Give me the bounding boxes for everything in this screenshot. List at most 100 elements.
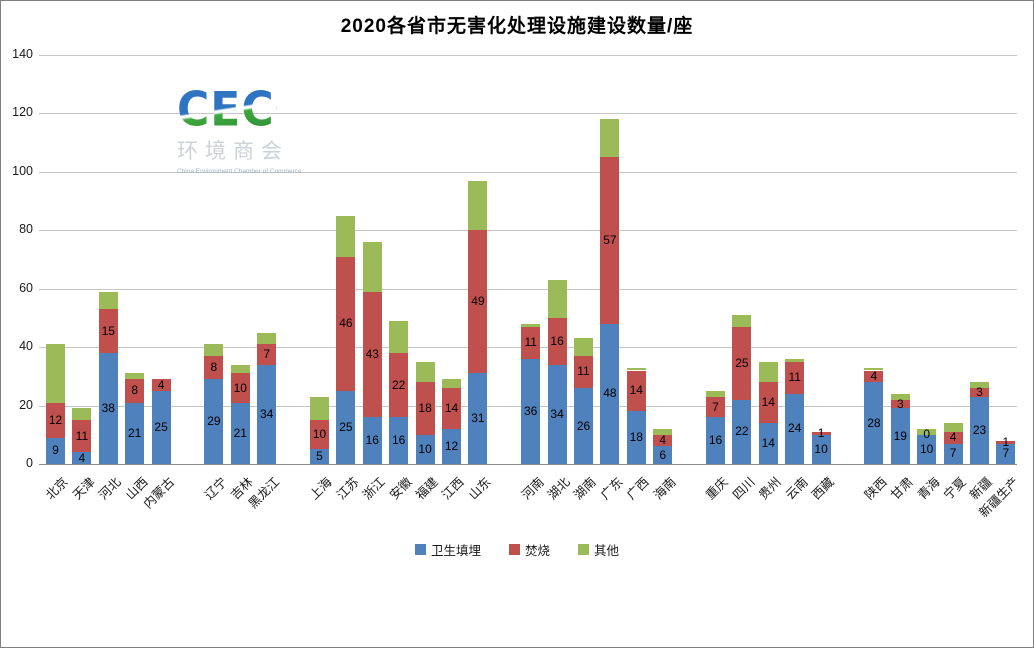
x-axis-category-label: 安徽 bbox=[386, 474, 415, 503]
y-axis-tick-label: 20 bbox=[19, 397, 33, 412]
bar-segment bbox=[732, 326, 752, 400]
bar-value-label: 6 bbox=[659, 447, 667, 462]
x-axis-category-label: 北京 bbox=[43, 474, 72, 503]
bar-segment bbox=[468, 230, 488, 374]
bar-segment bbox=[336, 215, 356, 257]
bar-value-label: 22 bbox=[735, 424, 749, 439]
bar-segment bbox=[442, 388, 461, 429]
bar-segment bbox=[758, 423, 778, 464]
y-axis-tick-label: 60 bbox=[19, 280, 33, 295]
bar-segment bbox=[626, 367, 646, 371]
x-axis-category-label: 山东 bbox=[466, 474, 494, 503]
bar-value-label: 49 bbox=[471, 294, 485, 309]
bar-value-label: 11 bbox=[788, 370, 801, 385]
bar-segment bbox=[574, 338, 593, 356]
bar-value-label: 11 bbox=[524, 335, 537, 350]
bar-segment bbox=[917, 428, 937, 435]
bar-value-label: 21 bbox=[233, 425, 247, 440]
bar-value-label: 12 bbox=[444, 438, 459, 453]
x-axis-category-label: 云南 bbox=[782, 474, 811, 503]
x-axis-category-label: 江西 bbox=[439, 474, 468, 503]
bar-value-label: 9 bbox=[52, 443, 59, 458]
bar-value-label: 4 bbox=[659, 433, 667, 448]
bar-value-label: 19 bbox=[893, 428, 907, 443]
bar-value-label: 14 bbox=[629, 383, 643, 398]
bar-segment bbox=[362, 417, 382, 464]
bar-segment bbox=[547, 364, 567, 464]
x-axis-category-label: 重庆 bbox=[703, 474, 732, 503]
bar-segment bbox=[653, 446, 673, 464]
bar-value-label: 21 bbox=[128, 425, 142, 440]
bar-segment bbox=[970, 396, 989, 464]
bar-segment bbox=[706, 417, 725, 464]
bar-value-label: 46 bbox=[339, 316, 353, 331]
bar-value-label: 16 bbox=[365, 433, 379, 448]
bar-value-label: 15 bbox=[101, 323, 115, 338]
bar-segment bbox=[389, 417, 409, 464]
bar-segment bbox=[151, 390, 171, 464]
bar-value-label: 25 bbox=[154, 419, 168, 434]
bar-segment bbox=[547, 317, 567, 365]
bar-value-label: 34 bbox=[550, 406, 564, 421]
bar-segment bbox=[336, 256, 356, 391]
bar-segment bbox=[758, 382, 778, 424]
bar-value-label: 22 bbox=[392, 377, 406, 392]
bar-segment bbox=[785, 358, 805, 362]
bar-value-label: 29 bbox=[207, 414, 221, 429]
legend-item: 卫生填埋 bbox=[414, 540, 481, 559]
x-axis-category-label: 青海 bbox=[914, 474, 943, 503]
bar-segment bbox=[230, 364, 250, 374]
bar-segment bbox=[917, 434, 937, 464]
bar-value-label: 16 bbox=[550, 333, 564, 348]
bar-segment bbox=[970, 388, 989, 397]
x-axis-category-label: 西藏 bbox=[809, 474, 837, 503]
bar-value-label: 8 bbox=[131, 383, 139, 398]
x-axis-category-label: 广西 bbox=[624, 474, 653, 503]
bar-value-label: 7 bbox=[1002, 446, 1010, 461]
bar-segment bbox=[943, 443, 963, 464]
x-axis-category-label: 浙江 bbox=[360, 474, 389, 503]
bar-segment bbox=[151, 379, 171, 391]
bar-segment bbox=[98, 309, 118, 353]
y-axis-tick-label: 80 bbox=[19, 222, 33, 237]
bar-value-label: 18 bbox=[629, 430, 643, 445]
bar-segment bbox=[230, 402, 250, 464]
bar-value-label: 10 bbox=[920, 441, 934, 456]
bar-segment bbox=[98, 291, 118, 310]
bar-segment bbox=[125, 379, 145, 403]
bar-segment bbox=[46, 402, 65, 438]
y-axis-tick-label: 100 bbox=[12, 163, 33, 178]
bar-value-label: 7 bbox=[949, 446, 957, 461]
bar-segment bbox=[230, 373, 250, 403]
bar-segment bbox=[970, 382, 989, 389]
bar-segment bbox=[46, 344, 65, 403]
bar-value-label: 36 bbox=[524, 403, 538, 418]
legend-label: 其他 bbox=[594, 544, 620, 558]
bar-value-label: 18 bbox=[418, 400, 432, 415]
bar-value-label: 14 bbox=[761, 436, 775, 451]
bar-value-label: 26 bbox=[576, 418, 591, 433]
x-axis-category-label: 甘肃 bbox=[888, 474, 917, 503]
cecc-logo: CECC 环境商会 China Environment Chamber of C… bbox=[177, 86, 307, 175]
bar-segment bbox=[468, 373, 488, 464]
gridline bbox=[39, 55, 1017, 56]
bar-segment bbox=[46, 437, 65, 464]
bar-value-label: 10 bbox=[418, 441, 432, 456]
bar-value-label: 0 bbox=[923, 427, 931, 442]
bar-segment bbox=[521, 326, 541, 359]
bar-segment bbox=[72, 452, 92, 464]
bar-value-label: 14 bbox=[761, 395, 775, 410]
bar-value-label: 34 bbox=[260, 406, 274, 421]
bar-value-label: 10 bbox=[312, 427, 327, 442]
bar-segment bbox=[547, 279, 567, 318]
bar-segment bbox=[204, 344, 224, 356]
bar-segment bbox=[257, 332, 277, 345]
bar-value-label: 10 bbox=[233, 380, 247, 395]
legend-swatch bbox=[578, 544, 589, 555]
bar-segment bbox=[811, 434, 831, 464]
bar-value-label: 7 bbox=[263, 346, 271, 361]
legend-item: 其他 bbox=[578, 540, 619, 559]
legend-swatch bbox=[414, 544, 426, 555]
bar-segment bbox=[600, 119, 620, 158]
